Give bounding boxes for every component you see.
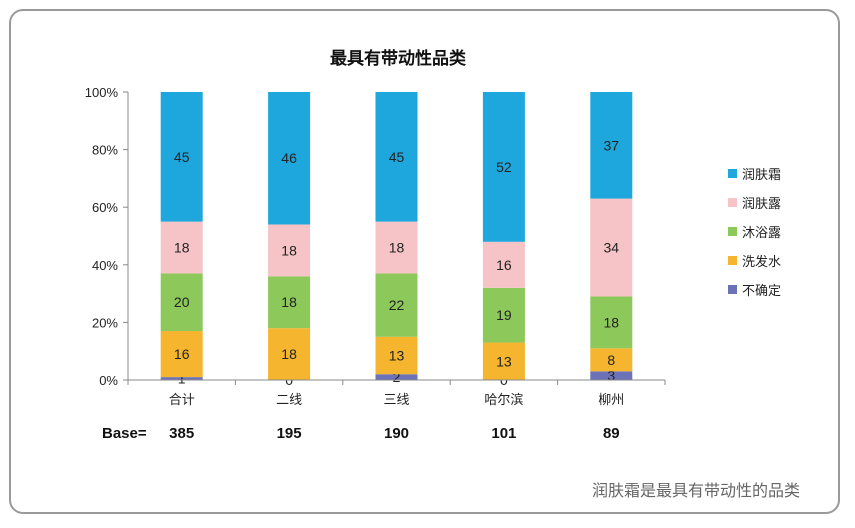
legend-swatch [728, 256, 737, 265]
data-label: 8 [607, 352, 615, 368]
bar-segment [590, 371, 633, 380]
data-label: 45 [174, 149, 190, 165]
chart-title: 最具有带动性品类 [330, 48, 467, 69]
bar-segment [482, 92, 525, 242]
data-label: 18 [389, 240, 405, 256]
legend-label: 润肤露 [742, 197, 781, 212]
caption: 润肤霜是最具有带动性的品类 [592, 481, 800, 500]
data-label: 22 [389, 297, 405, 313]
x-category-label: 哈尔滨 [484, 392, 523, 408]
data-label: 16 [496, 257, 512, 273]
data-label: 18 [174, 240, 190, 256]
bar-segment [375, 221, 418, 274]
legend-label: 沐浴露 [742, 226, 781, 241]
data-label: 46 [281, 150, 297, 166]
y-tick-label: 80% [92, 143, 118, 158]
y-tick-label: 40% [92, 258, 118, 273]
data-label: 18 [281, 294, 297, 310]
y-tick-label: 20% [92, 315, 118, 330]
bar-segment [160, 331, 203, 378]
chart-card [9, 9, 840, 514]
y-tick-label: 0% [99, 373, 118, 388]
bar-segment [160, 221, 203, 274]
bar-segment [590, 348, 633, 372]
legend-label: 不确定 [742, 284, 781, 299]
data-label: 45 [389, 149, 405, 165]
bar-segment [590, 198, 633, 297]
bar-segment [590, 92, 633, 199]
bar-segment [375, 336, 418, 375]
base-value: 190 [384, 425, 409, 442]
data-label: 20 [174, 294, 190, 310]
data-label: 18 [604, 314, 620, 330]
data-label: 18 [281, 346, 297, 362]
y-tick-label: 100% [85, 85, 119, 100]
bar-segment [160, 273, 203, 332]
base-value: 89 [603, 425, 620, 442]
bar-segment [268, 224, 311, 277]
data-label: 37 [604, 137, 620, 153]
bar-segment [160, 92, 203, 222]
base-value: 385 [169, 425, 194, 442]
data-label: 2 [393, 369, 401, 385]
x-category-label: 柳州 [598, 393, 624, 408]
bar-segment [268, 92, 311, 225]
bar-segment [590, 296, 633, 349]
base-value: 101 [491, 425, 516, 442]
x-category-label: 三线 [383, 393, 409, 408]
data-label: 13 [496, 353, 512, 369]
bar-segment [482, 342, 525, 380]
bar-segment [268, 328, 311, 380]
data-label: 3 [607, 368, 615, 384]
bar-segment [268, 276, 311, 329]
data-label: 16 [174, 346, 190, 362]
base-label: Base= [102, 425, 147, 442]
legend-swatch [728, 285, 737, 294]
y-tick-label: 60% [92, 200, 118, 215]
legend-swatch [728, 227, 737, 236]
bar-segment [482, 287, 525, 343]
base-value: 195 [277, 425, 302, 442]
data-label: 1 [178, 371, 186, 387]
bar-segment [375, 273, 418, 337]
x-category-label: 二线 [276, 393, 302, 408]
bar-segment [375, 92, 418, 222]
legend-label: 润肤霜 [742, 168, 781, 183]
legend-swatch [728, 169, 737, 178]
bar-segment [482, 241, 525, 288]
data-label: 13 [389, 348, 405, 364]
data-label: 34 [604, 240, 620, 256]
x-category-label: 合计 [169, 393, 195, 408]
legend-swatch [728, 198, 737, 207]
data-label: 52 [496, 159, 512, 175]
data-label: 19 [496, 307, 512, 323]
legend-label: 洗发水 [742, 254, 781, 270]
bar-segment [160, 377, 203, 380]
data-label: 18 [281, 242, 297, 258]
bar-segment [375, 374, 418, 380]
